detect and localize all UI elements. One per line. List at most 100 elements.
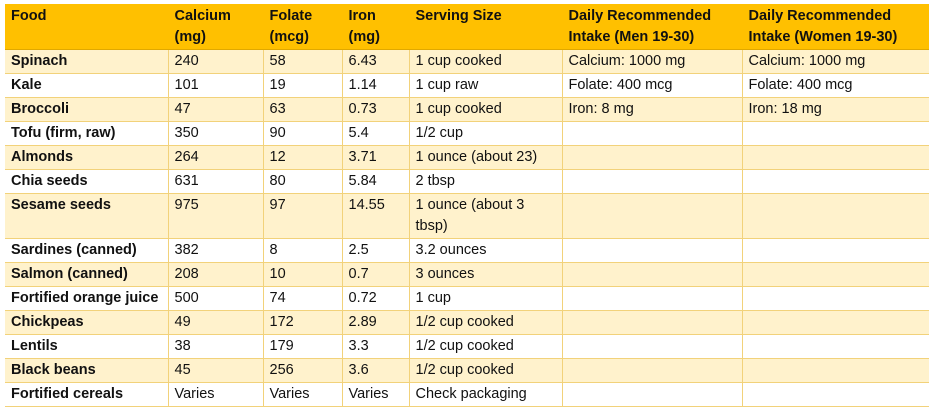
cell-dri-women (742, 334, 929, 359)
cell-iron: 14.55 (342, 193, 410, 239)
cell-serving-size: 1 cup cooked (409, 49, 563, 74)
cell-iron: 0.7 (342, 262, 410, 287)
cell-dri-women (742, 238, 929, 263)
cell-serving-size: 1 ounce (about 3 tbsp) (409, 193, 563, 239)
cell-folate: 63 (263, 97, 343, 122)
cell-dri-men (562, 121, 743, 146)
cell-dri-women (742, 121, 929, 146)
cell-calcium: 38 (168, 334, 264, 359)
cell-dri-men (562, 145, 743, 170)
cell-serving-size: 2 tbsp (409, 169, 563, 194)
table-row: Fortified orange juice 500 74 0.72 1 cup (5, 286, 929, 311)
food-name-cell: Tofu (firm, raw) (5, 121, 169, 146)
cell-serving-size: 3 ounces (409, 262, 563, 287)
table-body: Spinach 240 58 6.43 1 cup cooked Calcium: 100… (5, 49, 929, 407)
table-row: Sesame seeds 975 97 14.55 1 ounce (about 3 t… (5, 193, 929, 239)
cell-iron: 0.72 (342, 286, 410, 311)
cell-calcium: 208 (168, 262, 264, 287)
cell-calcium: 240 (168, 49, 264, 74)
cell-dri-men (562, 262, 743, 287)
cell-iron: 0.73 (342, 97, 410, 122)
header-row: Food Calcium (mg) Folate (mcg) Iron (mg) Ser… (5, 4, 929, 50)
cell-dri-men (562, 238, 743, 263)
cell-folate: 172 (263, 310, 343, 335)
cell-dri-men: Calcium: 1000 mg (562, 49, 743, 74)
food-name-cell: Fortified orange juice (5, 286, 169, 311)
cell-folate: 19 (263, 73, 343, 98)
cell-dri-men (562, 193, 743, 239)
cell-folate: 8 (263, 238, 343, 263)
column-header-iron: Iron (mg) (342, 4, 410, 50)
table-row: Spinach 240 58 6.43 1 cup cooked Calcium: 100… (5, 49, 929, 74)
cell-calcium: 975 (168, 193, 264, 239)
cell-serving-size: 1 cup (409, 286, 563, 311)
nutrition-table: Food Calcium (mg) Folate (mcg) Iron (mg) Ser… (5, 4, 929, 407)
cell-iron: 5.84 (342, 169, 410, 194)
food-name-cell: Black beans (5, 358, 169, 383)
cell-calcium: 49 (168, 310, 264, 335)
cell-serving-size: 1 cup raw (409, 73, 563, 98)
cell-dri-women: Calcium: 1000 mg (742, 49, 929, 74)
food-name-cell: Kale (5, 73, 169, 98)
cell-folate: 97 (263, 193, 343, 239)
table-row: Lentils 38 179 3.3 1/2 cup cooked (5, 334, 929, 359)
column-header-calcium: Calcium (mg) (168, 4, 264, 50)
cell-folate: 179 (263, 334, 343, 359)
cell-dri-men (562, 310, 743, 335)
cell-dri-women (742, 169, 929, 194)
table-row: Salmon (canned) 208 10 0.7 3 ounces (5, 262, 929, 287)
cell-dri-women (742, 358, 929, 383)
cell-dri-men (562, 286, 743, 311)
cell-serving-size: 1 cup cooked (409, 97, 563, 122)
cell-iron: 3.6 (342, 358, 410, 383)
table-header: Food Calcium (mg) Folate (mcg) Iron (mg) Ser… (5, 4, 929, 50)
table-row: Sardines (canned) 382 8 2.5 3.2 ounces (5, 238, 929, 263)
cell-dri-women: Iron: 18 mg (742, 97, 929, 122)
cell-iron: 3.71 (342, 145, 410, 170)
cell-dri-women (742, 193, 929, 239)
cell-calcium: 350 (168, 121, 264, 146)
table-row: Almonds 264 12 3.71 1 ounce (about 23) (5, 145, 929, 170)
cell-calcium: 500 (168, 286, 264, 311)
food-name-cell: Spinach (5, 49, 169, 74)
cell-iron: 2.5 (342, 238, 410, 263)
cell-serving-size: 1/2 cup (409, 121, 563, 146)
cell-folate: 58 (263, 49, 343, 74)
cell-iron: 6.43 (342, 49, 410, 74)
cell-serving-size: 1 ounce (about 23) (409, 145, 563, 170)
cell-dri-women (742, 262, 929, 287)
column-header-folate: Folate (mcg) (263, 4, 343, 50)
cell-calcium: 264 (168, 145, 264, 170)
cell-dri-men: Folate: 400 mcg (562, 73, 743, 98)
food-name-cell: Sesame seeds (5, 193, 169, 239)
cell-folate: 10 (263, 262, 343, 287)
cell-iron: 5.4 (342, 121, 410, 146)
food-name-cell: Lentils (5, 334, 169, 359)
food-name-cell: Salmon (canned) (5, 262, 169, 287)
cell-calcium: 101 (168, 73, 264, 98)
table-row: Kale 101 19 1.14 1 cup raw Folate: 400 mcg Fol… (5, 73, 929, 98)
column-header-dri-men: Daily Recommended Intake (Men 19-30) (562, 4, 743, 50)
cell-calcium: 45 (168, 358, 264, 383)
table-row: Chia seeds 631 80 5.84 2 tbsp (5, 169, 929, 194)
cell-dri-women (742, 145, 929, 170)
table-row: Tofu (firm, raw) 350 90 5.4 1/2 cup (5, 121, 929, 146)
food-name-cell: Almonds (5, 145, 169, 170)
cell-serving-size: 1/2 cup cooked (409, 334, 563, 359)
cell-dri-men (562, 334, 743, 359)
food-name-cell: Chia seeds (5, 169, 169, 194)
column-header-dri-women: Daily Recommended Intake (Women 19-30) (742, 4, 929, 50)
cell-folate: 80 (263, 169, 343, 194)
cell-dri-men: Iron: 8 mg (562, 97, 743, 122)
cell-iron: 2.89 (342, 310, 410, 335)
cell-iron: 1.14 (342, 73, 410, 98)
cell-dri-men (562, 169, 743, 194)
cell-dri-women: Folate: 400 mcg (742, 73, 929, 98)
food-name-cell: Chickpeas (5, 310, 169, 335)
column-header-food: Food (5, 4, 169, 50)
food-name-cell: Sardines (canned) (5, 238, 169, 263)
table-row: Black beans 45 256 3.6 1/2 cup cooked (5, 358, 929, 383)
cell-dri-women (742, 310, 929, 335)
cell-dri-women (742, 286, 929, 311)
cell-calcium: 631 (168, 169, 264, 194)
